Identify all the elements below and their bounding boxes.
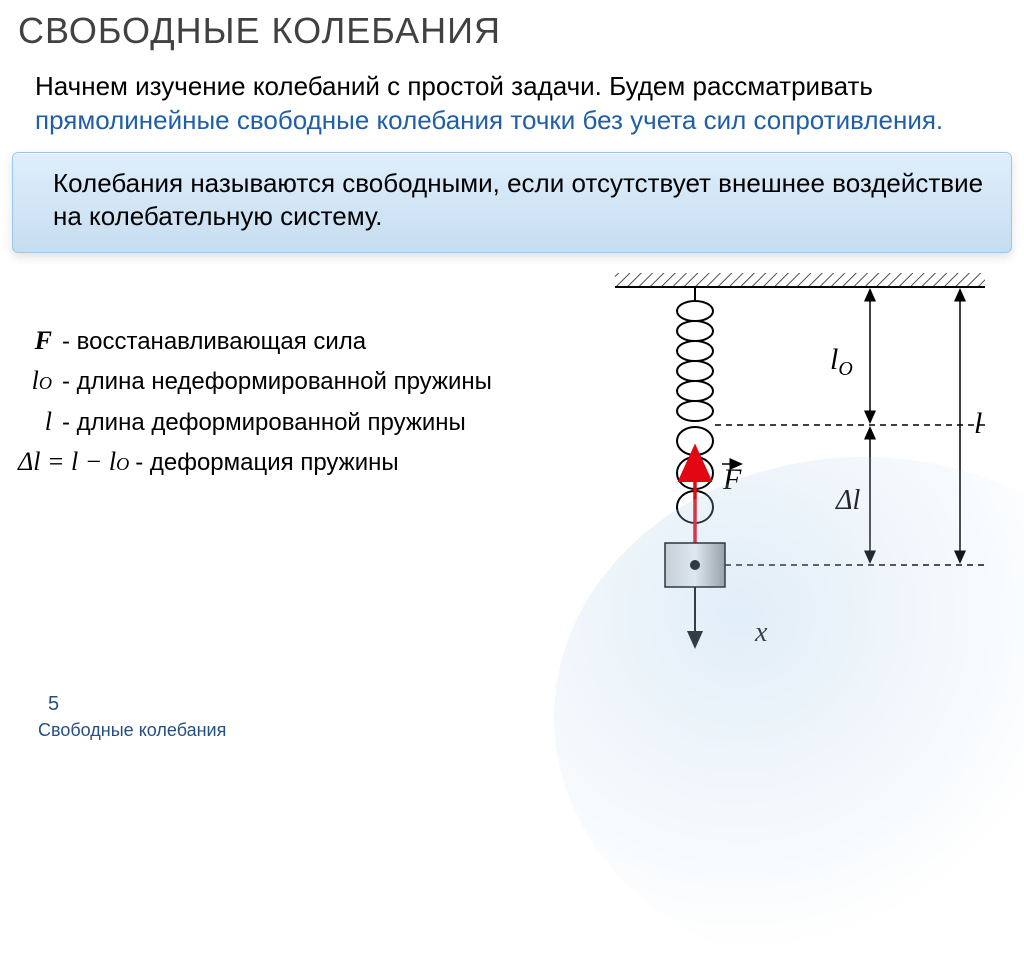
spring-diagram: lO l Δl F x: [580, 279, 1024, 482]
label-dl: Δl: [835, 485, 860, 516]
label-lO: lO: [830, 343, 853, 380]
legend-equation: Δl = l − lO: [18, 442, 135, 482]
label-F: F: [722, 463, 742, 496]
legend-text: - длина деформированной пружины: [62, 404, 466, 441]
legend-text: - деформация пружины: [135, 444, 398, 481]
legend-equation-sub: O: [116, 454, 129, 474]
slide-number: 5: [38, 693, 226, 720]
label-x: x: [754, 617, 768, 648]
diagram-svg: lO l Δl F x: [580, 243, 1010, 663]
legend-row: l - длина деформированной пружины: [18, 402, 580, 442]
legend-row: lO - длина недеформированной пружины: [18, 361, 580, 401]
footer-caption: Свободные колебания: [38, 720, 226, 740]
intro-highlight: прямолинейные свободные колебания точки …: [35, 105, 943, 135]
legend-text: - восстанавливающая сила: [62, 323, 366, 360]
legend-row: F - восстанавливающая сила: [18, 321, 580, 361]
page-title: СВОБОДНЫЕ КОЛЕБАНИЯ: [0, 0, 1024, 52]
label-l: l: [974, 407, 982, 440]
content-row: F - восстанавливающая сила lO - длина не…: [0, 253, 1024, 482]
definition-callout: Колебания называются свободными, если от…: [12, 152, 1012, 254]
legend-symbol: lO: [18, 361, 62, 401]
legend-symbol: F: [18, 321, 62, 361]
intro-paragraph: Начнем изучение колебаний с простой зада…: [0, 52, 1024, 138]
legend-block: F - восстанавливающая сила lO - длина не…: [0, 279, 580, 482]
legend-text: - длина недеформированной пружины: [62, 363, 492, 400]
mass-center-dot: [690, 560, 700, 570]
ceiling-hatch: [615, 273, 985, 287]
legend-symbol: l: [18, 402, 62, 442]
intro-text-1: Начнем изучение колебаний с простой зада…: [35, 71, 873, 101]
slide-footer: 5 Свободные колебания: [38, 693, 226, 741]
legend-row: Δl = l − lO - деформация пружины: [18, 442, 580, 482]
